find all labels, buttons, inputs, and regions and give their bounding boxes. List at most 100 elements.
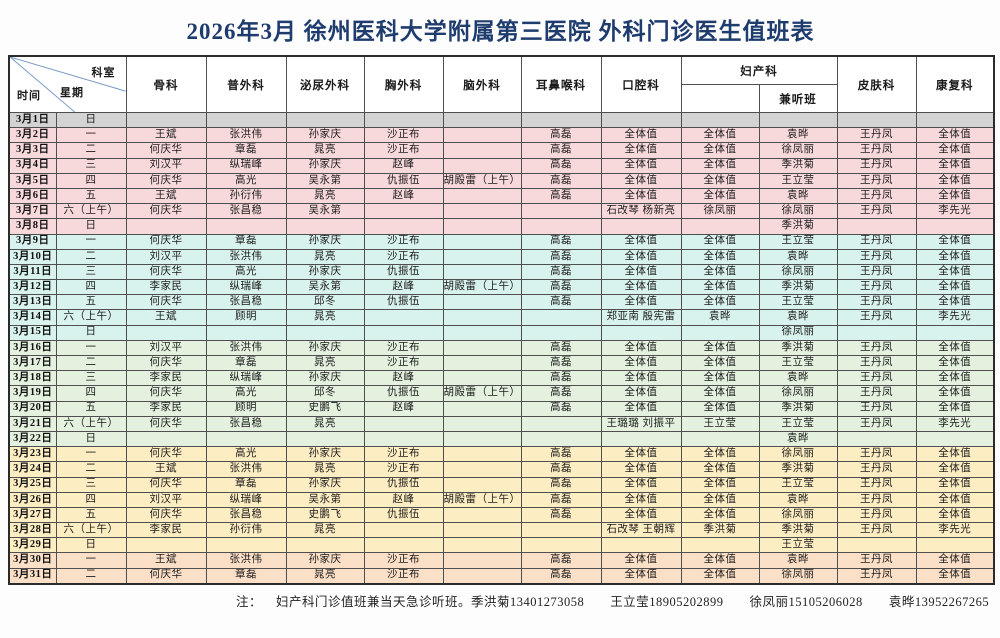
cell-duty — [442, 157, 522, 174]
cell-duty: 王丹凤 — [836, 309, 917, 326]
cell-duty: 全体值 — [600, 279, 682, 296]
cell-date: 3月6日 — [8, 187, 57, 205]
cell-duty — [680, 430, 760, 448]
cell-date: 3月22日 — [8, 430, 57, 448]
cell-duty: 晁亮 — [285, 187, 365, 205]
cell-duty — [520, 203, 602, 220]
cell-duty: 全体值 — [915, 127, 995, 144]
table-row: 3月6日五王斌 孙衍伟 晁亮 赵峰 高磊 全体值 全体值 袁晔 王丹凤 全体值 — [8, 187, 995, 205]
cell-duty: 季洪菊 — [680, 522, 760, 539]
cell-duty — [442, 233, 522, 250]
cell-duty: 仇振伍 — [363, 476, 444, 493]
cell-duty — [285, 218, 365, 235]
cell-duty — [680, 218, 760, 235]
cell-weekday: 一 — [55, 127, 127, 144]
table-row: 3月21日 六（上午） 何庆华 张昌稳 晁亮 王璐璐 刘振平 王立莹 王立莹 王丹凤 李先光 — [8, 415, 995, 432]
cell-duty — [442, 446, 522, 463]
cell-weekday: 一 — [55, 233, 127, 250]
cell-date: 3月23日 — [8, 446, 57, 463]
cell-duty: 季洪菊 — [758, 461, 838, 478]
cell-duty: 沙正布 — [363, 461, 444, 478]
cell-duty: 全体值 — [680, 294, 760, 311]
table-row: 3月16日一刘汉平 张洪伟 孙家庆 沙正布 高磊 全体值 全体值 季洪菊 王丹凤 全体值 — [8, 339, 995, 357]
cell-duty — [600, 537, 682, 554]
cell-duty: 仇振伍 — [363, 294, 444, 311]
cell-duty: 胡殿雷（上午） — [442, 172, 522, 189]
cell-duty: 全体值 — [680, 248, 760, 265]
cell-duty: 章磊 — [205, 476, 287, 493]
cell-date: 3月14日 — [8, 309, 57, 326]
table-row: 3月8日日 季洪菊 — [8, 218, 995, 235]
cell-weekday: 日 — [55, 218, 127, 235]
cell-duty — [520, 537, 602, 554]
cell-duty: 王立莹 — [758, 172, 838, 189]
cell-duty — [600, 430, 682, 448]
cell-duty: 季洪菊 — [758, 522, 838, 539]
cell-duty: 全体值 — [915, 370, 995, 387]
cell-duty: 王丹凤 — [836, 552, 917, 569]
cell-duty — [205, 537, 287, 554]
col-header-neurosurgery: 脑外科 — [442, 55, 522, 113]
cell-duty: 高磊 — [520, 506, 602, 524]
footnote-contact-1: 王立莹18905202899 — [610, 594, 724, 609]
cell-duty: 沙正布 — [363, 339, 444, 357]
cell-duty: 袁晔 — [758, 370, 838, 387]
cell-duty — [442, 294, 522, 311]
cell-duty: 袁晔 — [758, 491, 838, 508]
cell-duty: 沙正布 — [363, 142, 444, 159]
cell-duty: 高磊 — [520, 248, 602, 265]
cell-duty: 全体值 — [680, 172, 760, 189]
cell-duty: 全体值 — [600, 385, 682, 402]
cell-duty: 仇振伍 — [363, 172, 444, 189]
footnote-label: 注： — [236, 594, 263, 609]
cell-duty: 王丹凤 — [836, 446, 917, 463]
cell-duty — [442, 354, 522, 372]
cell-duty: 晁亮 — [285, 461, 365, 478]
cell-duty — [442, 111, 522, 129]
cell-duty — [836, 430, 917, 448]
cell-duty: 胡殿雷（上午） — [442, 279, 522, 296]
cell-duty: 全体值 — [600, 157, 682, 174]
cell-duty: 张洪伟 — [205, 552, 287, 569]
cell-duty: 王丹凤 — [836, 127, 917, 144]
cell-duty: 纵瑞峰 — [205, 370, 287, 387]
footnote-contact-3: 袁晔13952267265 — [888, 594, 990, 609]
cell-date: 3月7日 — [8, 203, 57, 220]
cell-duty: 高磊 — [520, 370, 602, 387]
cell-duty: 沙正布 — [363, 233, 444, 250]
cell-duty: 王丹凤 — [836, 354, 917, 372]
cell-duty: 王立莹 — [680, 415, 760, 432]
cell-duty: 孙家庆 — [285, 476, 365, 493]
cell-duty: 沙正布 — [363, 127, 444, 144]
cell-duty — [363, 218, 444, 235]
cell-duty: 季洪菊 — [758, 157, 838, 174]
cell-duty — [836, 324, 917, 341]
cell-duty: 吴永第 — [285, 279, 365, 296]
cell-duty: 王丹凤 — [836, 203, 917, 220]
cell-duty: 全体值 — [600, 172, 682, 189]
table-row: 3月3日二何庆华 章磊 晁亮 沙正布 高磊 全体值 全体值 徐凤丽 王丹凤 全体值 — [8, 142, 995, 159]
table-row: 3月31日二何庆华 章磊 晁亮 沙正布 高磊 全体值 全体值 徐凤丽 王丹凤 全体值 — [8, 567, 995, 585]
cell-duty: 季洪菊 — [758, 400, 838, 417]
cell-duty: 高磊 — [520, 339, 602, 357]
cell-weekday: 二 — [55, 142, 127, 159]
cell-duty — [442, 522, 522, 539]
table-row: 3月4日三刘汉平 纵瑞峰 孙家庆 赵峰 高磊 全体值 全体值 季洪菊 王丹凤 全体值 — [8, 157, 995, 174]
cell-duty: 郑亚南 殷宪雷 — [600, 309, 682, 326]
cell-duty: 王丹凤 — [836, 233, 917, 250]
cell-weekday: 五 — [55, 187, 127, 205]
table-row: 3月10日二刘汉平 张洪伟 晁亮 沙正布 高磊 全体值 全体值 袁晔 王丹凤 全体值 — [8, 248, 995, 265]
cell-duty: 何庆华 — [125, 476, 207, 493]
cell-duty: 李家民 — [125, 279, 207, 296]
cell-date: 3月15日 — [8, 324, 57, 341]
cell-duty: 全体值 — [915, 400, 995, 417]
corner-label-time: 时间 — [17, 90, 41, 102]
cell-duty: 仇振伍 — [363, 385, 444, 402]
cell-duty — [915, 218, 995, 235]
cell-duty: 张昌稳 — [205, 415, 287, 432]
cell-duty: 晁亮 — [285, 142, 365, 159]
cell-duty: 全体值 — [915, 491, 995, 508]
cell-duty: 章磊 — [205, 567, 287, 585]
cell-duty: 全体值 — [680, 446, 760, 463]
cell-duty — [363, 309, 444, 326]
